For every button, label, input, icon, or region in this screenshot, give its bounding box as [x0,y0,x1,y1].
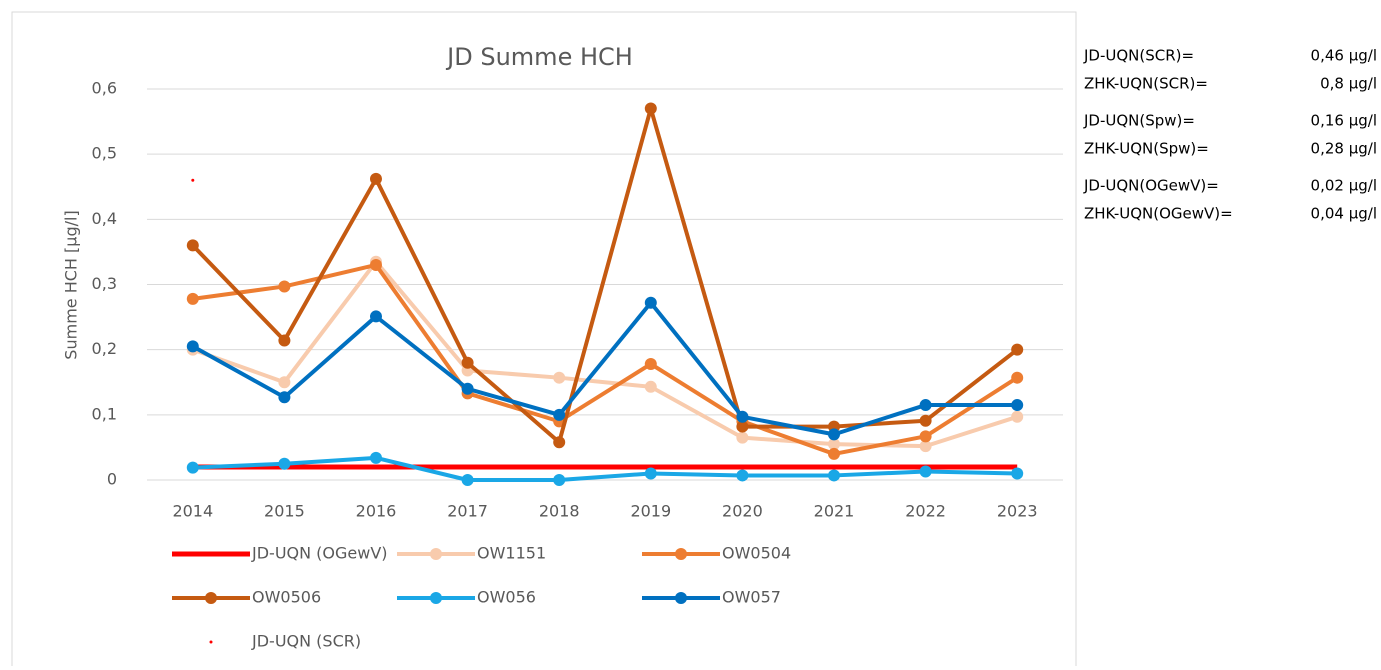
data-point [919,465,932,478]
legend-label: OW057 [722,588,781,607]
legend-marker [430,548,442,560]
x-tick-label: 2015 [264,502,305,521]
data-point [828,428,840,441]
legend-marker [209,640,213,644]
data-point [736,420,749,433]
annotation-label: JD-UQN(OGewV)= [1083,177,1219,195]
y-tick-label: 0,4 [92,209,117,228]
annotation-label: JD-UQN(SCR)= [1083,47,1194,65]
x-tick-label: 2017 [447,502,488,521]
x-tick-label: 2021 [814,502,855,521]
data-point [370,172,382,185]
y-tick-label: 0,3 [92,274,117,293]
data-point [828,469,840,482]
legend-marker [675,548,687,560]
y-tick-label: 0 [107,470,117,489]
data-point [644,296,657,309]
series-line [191,106,1019,445]
x-tick-label: 2020 [722,502,763,521]
legend-marker [205,592,217,604]
data-point [186,239,199,252]
chart-title: JD Summe HCH [445,43,633,71]
y-tick-label: 0,6 [92,79,117,98]
x-tick-label: 2022 [905,502,946,521]
data-point [461,382,474,395]
data-point [186,340,199,353]
legend-label: OW0504 [722,544,791,563]
data-point [828,438,840,451]
legend-label: JD-UQN (SCR) [251,632,361,651]
data-point [919,399,932,412]
data-point [370,258,382,271]
legend-marker [675,592,687,604]
annotation-value: 0,8 µg/l [1320,75,1377,93]
data-point [1011,371,1024,384]
data-point [644,380,657,393]
data-point [919,430,932,443]
data-point [186,461,199,474]
data-point [736,410,749,423]
data-point [1011,399,1024,412]
data-point [919,440,932,453]
data-point [278,391,291,404]
series-line [192,455,1018,482]
data-point [828,447,840,460]
data-point [553,371,566,384]
data-point [1011,467,1024,480]
annotation-label: ZHK-UQN(SCR)= [1084,75,1208,93]
data-point [553,436,566,449]
data-point [186,292,199,305]
data-point [553,474,566,486]
data-point [919,414,932,427]
chart-frame [11,11,1077,670]
data-point [1011,410,1024,423]
data-point [370,451,382,464]
data-point [736,469,749,482]
y-tick-label: 0,1 [92,404,117,423]
y-tick-label: 0,2 [92,339,117,358]
data-point [644,467,657,480]
annotation-value: 0,04 µg/l [1311,205,1377,223]
data-point [370,310,382,323]
annotation-value: 0,46 µg/l [1311,47,1377,65]
legend-label: OW1151 [477,544,546,563]
x-tick-label: 2016 [356,502,397,521]
data-point [461,474,474,486]
data-point [461,356,474,369]
x-tick-label: 2014 [172,502,213,521]
data-point [278,376,291,389]
x-tick-label: 2019 [630,502,671,521]
series-line [191,300,1018,437]
series-line [192,262,1019,456]
data-point [278,457,291,470]
x-tick-label: 2018 [539,502,580,521]
data-point [278,334,291,347]
annotation-value: 0,28 µg/l [1311,140,1377,158]
data-point [1011,343,1024,356]
data-point [278,280,291,293]
data-point [191,178,195,182]
annotation-label: JD-UQN(Spw)= [1083,112,1195,130]
y-axis-label: Summe HCH [µg/l] [62,210,81,359]
x-tick-label: 2023 [997,502,1038,521]
legend-label: OW056 [477,588,536,607]
data-point [644,102,657,115]
annotation-label: ZHK-UQN(OGewV)= [1084,205,1233,223]
legend-marker [430,592,442,604]
data-point [736,431,749,444]
data-point [553,408,566,421]
annotation-value: 0,02 µg/l [1311,177,1377,195]
y-tick-label: 0,5 [92,144,117,163]
legend-label: JD-UQN (OGewV) [251,544,388,563]
annotation-label: ZHK-UQN(Spw)= [1084,140,1209,158]
annotation-value: 0,16 µg/l [1311,112,1377,130]
legend-label: OW0506 [252,588,321,607]
data-point [644,358,657,371]
